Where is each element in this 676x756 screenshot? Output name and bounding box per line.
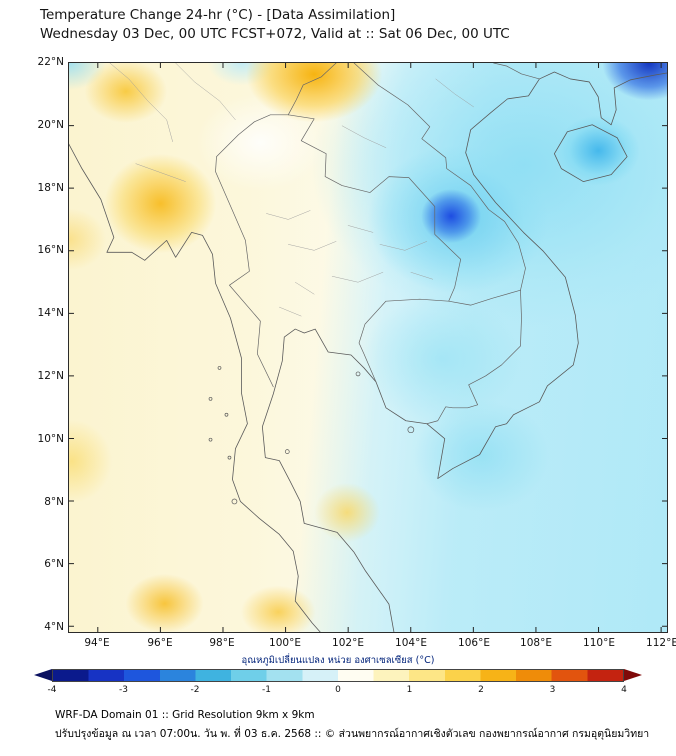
lon-tick-label: 102°E <box>332 637 364 649</box>
lat-tick-label: 12°N <box>37 370 64 382</box>
island-shapes <box>208 366 415 505</box>
lon-tick-label: 94°E <box>84 637 110 649</box>
lat-tick-label: 18°N <box>37 182 64 194</box>
footer-line-1: WRF-DA Domain 01 :: Grid Resolution 9km … <box>55 709 315 721</box>
coastline-east <box>261 71 667 632</box>
border-thailand-laos-cambodia <box>287 114 462 383</box>
colorbar-tick-label: -1 <box>262 685 271 695</box>
lon-tick-label: 106°E <box>458 637 490 649</box>
colorbar-left-arrow <box>34 669 52 681</box>
lat-tick-label: 10°N <box>37 433 64 445</box>
colorbar-ticks-row: -4 -3 -2 -1 0 1 2 3 4 <box>48 685 627 697</box>
colorbar-tick-label: 2 <box>478 685 484 695</box>
colorbar <box>34 669 642 682</box>
map-borders-svg <box>69 63 667 632</box>
border-laos-vietnam <box>353 63 526 291</box>
colorbar-tick-label: 4 <box>621 685 627 695</box>
lon-tick-label: 110°E <box>583 637 615 649</box>
colorbar-tick-label: 0 <box>335 685 341 695</box>
colorbar-tick-label: -3 <box>119 685 128 695</box>
colorbar-gradient <box>52 669 624 682</box>
title-line-2: Wednesday 03 Dec, 00 UTC FCST+072, Valid… <box>40 26 510 42</box>
lon-tick-label: 96°E <box>147 637 173 649</box>
lat-tick-label: 20°N <box>37 119 64 131</box>
colorbar-tick-label: -4 <box>47 685 57 695</box>
colorbar-title: อุณหภูมิเปลี่ยนแปลง หน่วย องศาเซลเซียส (… <box>241 655 435 666</box>
colorbar-right-arrow <box>624 669 642 681</box>
title-line-1: Temperature Change 24-hr (°C) - [Data As… <box>40 7 396 23</box>
map-plot-area <box>68 62 668 633</box>
lat-tick-label: 16°N <box>37 244 64 256</box>
border-laos-cambodia <box>448 289 521 306</box>
lat-tick-label: 4°N <box>44 621 64 633</box>
temperature-anomaly-field <box>69 63 667 632</box>
colorbar-tick-label: 1 <box>406 685 413 695</box>
admin-border-paths <box>109 63 474 317</box>
lat-tick-label: 14°N <box>37 307 64 319</box>
border-thailand-myanmar <box>215 114 289 388</box>
chart-title-block: Temperature Change 24-hr (°C) - [Data As… <box>40 6 510 44</box>
lon-tick-label: 112°E <box>646 637 676 649</box>
border-cambodia-vietnam <box>426 289 522 425</box>
lat-tick-label: 8°N <box>44 496 64 508</box>
coastline-west <box>69 143 321 632</box>
lat-tick-label: 22°N <box>37 56 64 68</box>
lon-tick-label: 100°E <box>269 637 301 649</box>
footer-line-2: ปรับปรุงข้อมูล ณ เวลา 07:00น. วัน พ. ที่… <box>55 728 650 740</box>
lon-tick-label: 104°E <box>395 637 427 649</box>
lat-tick-label: 6°N <box>44 558 64 570</box>
lon-tick-label: 98°E <box>209 637 235 649</box>
border-myanmar-laos <box>287 63 337 116</box>
colorbar-tick-label: 3 <box>549 685 556 695</box>
lon-tick-label: 108°E <box>520 637 552 649</box>
border-china-vietnam <box>493 63 540 80</box>
hainan-island <box>553 124 628 182</box>
colorbar-tick-label: -2 <box>190 685 200 695</box>
axis-tick-marks <box>69 63 667 632</box>
